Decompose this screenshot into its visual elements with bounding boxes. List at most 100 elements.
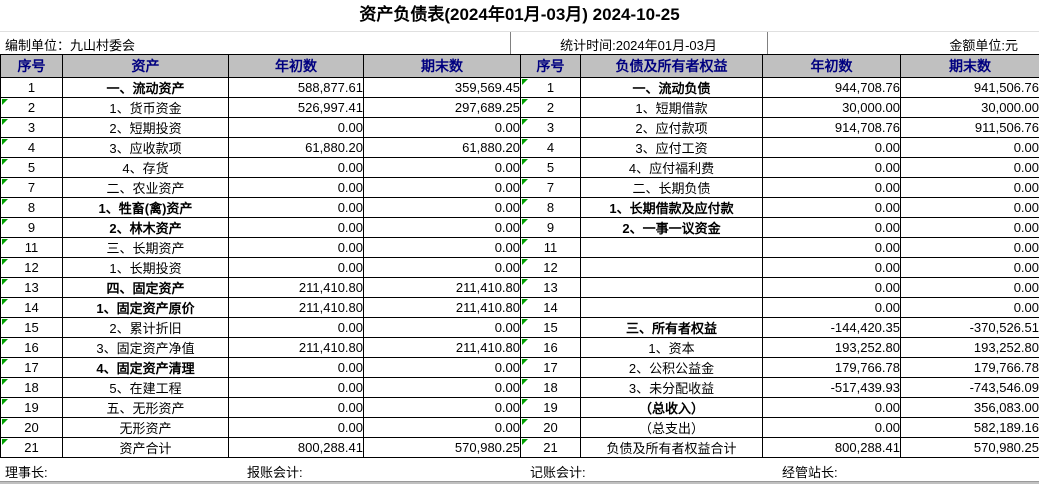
end-value-cell-right[interactable]: -743,546.09: [900, 377, 1039, 398]
begin-value-cell-left[interactable]: 0.00: [228, 317, 364, 338]
account-label-cell-right[interactable]: 三、所有者权益: [580, 317, 763, 338]
begin-value-cell-left[interactable]: 0.00: [228, 157, 364, 178]
end-value-cell-left[interactable]: 0.00: [363, 157, 521, 178]
seq-cell-left[interactable]: 13: [0, 277, 63, 298]
end-value-cell-right[interactable]: 570,980.25: [900, 437, 1039, 458]
end-value-cell-right[interactable]: 941,506.76: [900, 77, 1039, 98]
seq-cell-left[interactable]: 15: [0, 317, 63, 338]
seq-cell-left[interactable]: 3: [0, 117, 63, 138]
begin-value-cell-right[interactable]: 0.00: [762, 417, 901, 438]
seq-cell-right[interactable]: 17: [520, 357, 581, 378]
begin-value-cell-right[interactable]: 0.00: [762, 297, 901, 318]
begin-value-cell-left[interactable]: 0.00: [228, 417, 364, 438]
seq-cell-right[interactable]: 16: [520, 337, 581, 358]
end-value-cell-left[interactable]: 211,410.80: [363, 277, 521, 298]
begin-value-cell-left[interactable]: 211,410.80: [228, 337, 364, 358]
end-value-cell-left[interactable]: 0.00: [363, 257, 521, 278]
seq-cell-right[interactable]: 1: [520, 77, 581, 98]
end-value-cell-right[interactable]: 582,189.16: [900, 417, 1039, 438]
seq-cell-left[interactable]: 14: [0, 297, 63, 318]
seq-cell-right[interactable]: 18: [520, 377, 581, 398]
header-seq-left[interactable]: 序号: [0, 54, 63, 78]
account-label-cell-right[interactable]: 2、应付款项: [580, 117, 763, 138]
account-label-cell-left[interactable]: 4、存货: [62, 157, 229, 178]
account-label-cell-left[interactable]: 1、牲畜(禽)资产: [62, 197, 229, 218]
account-label-cell-right[interactable]: [580, 297, 763, 318]
seq-cell-left[interactable]: 20: [0, 417, 63, 438]
begin-value-cell-right[interactable]: 800,288.41: [762, 437, 901, 458]
end-value-cell-right[interactable]: 0.00: [900, 277, 1039, 298]
seq-cell-left[interactable]: 21: [0, 437, 63, 458]
seq-cell-left[interactable]: 19: [0, 397, 63, 418]
header-seq-right[interactable]: 序号: [520, 54, 581, 78]
seq-cell-right[interactable]: 12: [520, 257, 581, 278]
account-label-cell-right[interactable]: 3、应付工资: [580, 137, 763, 158]
seq-cell-right[interactable]: 7: [520, 177, 581, 198]
account-label-cell-right[interactable]: [580, 237, 763, 258]
end-value-cell-left[interactable]: 0.00: [363, 217, 521, 238]
seq-cell-right[interactable]: 3: [520, 117, 581, 138]
end-value-cell-right[interactable]: 911,506.76: [900, 117, 1039, 138]
account-label-cell-right[interactable]: 负债及所有者权益合计: [580, 437, 763, 458]
account-label-cell-left[interactable]: 3、固定资产净值: [62, 337, 229, 358]
seq-cell-right[interactable]: 5: [520, 157, 581, 178]
account-label-cell-right[interactable]: 2、一事一议资金: [580, 217, 763, 238]
end-value-cell-left[interactable]: 0.00: [363, 377, 521, 398]
begin-value-cell-right[interactable]: 30,000.00: [762, 97, 901, 118]
seq-cell-left[interactable]: 18: [0, 377, 63, 398]
account-label-cell-right[interactable]: （总支出）: [580, 417, 763, 438]
begin-value-cell-left[interactable]: 0.00: [228, 117, 364, 138]
account-label-cell-left[interactable]: 1、货币资金: [62, 97, 229, 118]
account-label-cell-left[interactable]: 5、在建工程: [62, 377, 229, 398]
account-label-cell-right[interactable]: （总收入）: [580, 397, 763, 418]
seq-cell-left[interactable]: 17: [0, 357, 63, 378]
begin-value-cell-left[interactable]: 61,880.20: [228, 137, 364, 158]
account-label-cell-right[interactable]: 4、应付福利费: [580, 157, 763, 178]
begin-value-cell-right[interactable]: 0.00: [762, 197, 901, 218]
seq-cell-left[interactable]: 4: [0, 137, 63, 158]
seq-cell-right[interactable]: 21: [520, 437, 581, 458]
end-value-cell-left[interactable]: 359,569.45: [363, 77, 521, 98]
begin-value-cell-left[interactable]: 211,410.80: [228, 277, 364, 298]
account-label-cell-left[interactable]: 二、农业资产: [62, 177, 229, 198]
account-label-cell-right[interactable]: 1、短期借款: [580, 97, 763, 118]
begin-value-cell-right[interactable]: 0.00: [762, 277, 901, 298]
header-end-left[interactable]: 期末数: [363, 54, 521, 78]
seq-cell-right[interactable]: 19: [520, 397, 581, 418]
begin-value-cell-right[interactable]: 179,766.78: [762, 357, 901, 378]
seq-cell-right[interactable]: 20: [520, 417, 581, 438]
seq-cell-left[interactable]: 5: [0, 157, 63, 178]
end-value-cell-left[interactable]: 0.00: [363, 417, 521, 438]
seq-cell-left[interactable]: 1: [0, 77, 63, 98]
begin-value-cell-left[interactable]: 0.00: [228, 217, 364, 238]
begin-value-cell-right[interactable]: 0.00: [762, 177, 901, 198]
seq-cell-left[interactable]: 11: [0, 237, 63, 258]
end-value-cell-left[interactable]: 0.00: [363, 357, 521, 378]
begin-value-cell-left[interactable]: 0.00: [228, 397, 364, 418]
header-liabilities-equity[interactable]: 负债及所有者权益: [580, 54, 763, 78]
seq-cell-left[interactable]: 16: [0, 337, 63, 358]
end-value-cell-right[interactable]: 0.00: [900, 137, 1039, 158]
end-value-cell-right[interactable]: 0.00: [900, 157, 1039, 178]
account-label-cell-right[interactable]: 2、公积公益金: [580, 357, 763, 378]
begin-value-cell-right[interactable]: 944,708.76: [762, 77, 901, 98]
begin-value-cell-left[interactable]: 526,997.41: [228, 97, 364, 118]
end-value-cell-right[interactable]: 0.00: [900, 197, 1039, 218]
seq-cell-right[interactable]: 13: [520, 277, 581, 298]
begin-value-cell-right[interactable]: 0.00: [762, 217, 901, 238]
account-label-cell-right[interactable]: 1、长期借款及应付款: [580, 197, 763, 218]
end-value-cell-left[interactable]: 0.00: [363, 117, 521, 138]
account-label-cell-left[interactable]: 2、累计折旧: [62, 317, 229, 338]
seq-cell-right[interactable]: 11: [520, 237, 581, 258]
account-label-cell-right[interactable]: [580, 277, 763, 298]
seq-cell-right[interactable]: 8: [520, 197, 581, 218]
account-label-cell-left[interactable]: 一、流动资产: [62, 77, 229, 98]
begin-value-cell-right[interactable]: 0.00: [762, 257, 901, 278]
end-value-cell-right[interactable]: 193,252.80: [900, 337, 1039, 358]
begin-value-cell-left[interactable]: 0.00: [228, 257, 364, 278]
account-label-cell-left[interactable]: 无形资产: [62, 417, 229, 438]
seq-cell-right[interactable]: 9: [520, 217, 581, 238]
end-value-cell-right[interactable]: 179,766.78: [900, 357, 1039, 378]
account-label-cell-left[interactable]: 3、应收款项: [62, 137, 229, 158]
begin-value-cell-left[interactable]: 0.00: [228, 237, 364, 258]
